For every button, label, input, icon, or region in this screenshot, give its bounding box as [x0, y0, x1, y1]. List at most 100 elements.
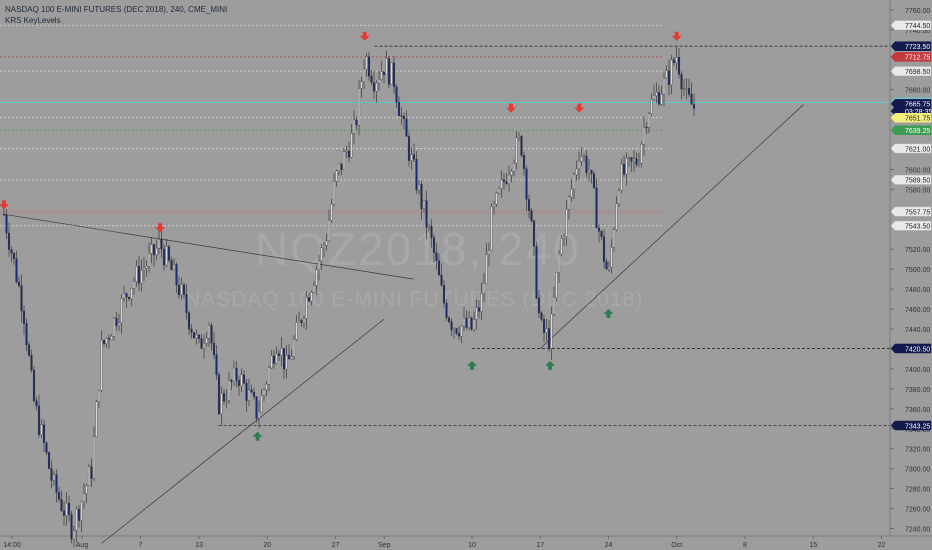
x-tick-label: 8 — [743, 542, 747, 549]
candle-body — [427, 225, 431, 228]
candle-body — [445, 302, 448, 318]
price-badge: 7557.75 — [890, 206, 932, 217]
candle-body — [410, 154, 413, 161]
candle-body — [7, 232, 11, 250]
candle-body — [315, 269, 318, 286]
candle-body — [447, 317, 451, 322]
candle-body — [65, 502, 68, 516]
candle-body — [157, 239, 161, 249]
x-tick-label: Oct — [671, 542, 682, 549]
price-badge: 7589.50 — [890, 175, 932, 185]
price-badge-label: 03:28:35 — [905, 109, 932, 116]
candle-body — [607, 266, 611, 270]
candle-body — [370, 76, 373, 83]
candle-body — [430, 225, 433, 238]
candle-body — [32, 369, 36, 402]
price-badge: 7723.50 — [890, 41, 932, 51]
candle-body — [160, 239, 163, 250]
candle-body — [237, 380, 241, 386]
candle-body — [475, 307, 478, 320]
price-badge-box — [890, 206, 932, 217]
candle-body — [342, 151, 346, 170]
candle-body — [227, 380, 231, 401]
x-tick-label: 27 — [332, 542, 340, 549]
indicator-name[interactable]: KRS KeyLevels — [5, 16, 61, 25]
candle-body — [340, 163, 343, 170]
candle-body — [667, 70, 671, 85]
candle-body — [212, 342, 216, 355]
chart-legend: NASDAQ 100 E-MINI FUTURES (DEC 2018), 24… — [5, 4, 227, 26]
candle-body — [570, 188, 573, 198]
candle-body — [292, 339, 296, 357]
candle-body — [582, 155, 586, 157]
y-tick-label: 7400.00 — [905, 367, 930, 374]
candle-body — [25, 323, 28, 345]
price-badge-box — [890, 221, 932, 231]
candle-body — [465, 317, 468, 328]
candle-body — [507, 174, 511, 184]
x-tick-label: 15 — [809, 542, 817, 549]
down-arrow-marker — [506, 103, 516, 113]
candle-body — [80, 501, 83, 521]
candle-body — [200, 338, 203, 349]
candle-body — [52, 474, 56, 481]
y-tick-label: 7760.00 — [905, 8, 930, 15]
candle-body — [182, 284, 186, 295]
candle-body — [612, 229, 616, 248]
price-badge: 7621.00 — [890, 143, 932, 153]
candle-body — [495, 192, 498, 205]
candle-body — [685, 88, 688, 90]
price-badge: 7343.25 — [890, 420, 932, 430]
candle-body — [622, 163, 626, 175]
candle-body — [10, 249, 13, 254]
candle-body — [207, 325, 211, 339]
candle-body — [505, 181, 508, 184]
candle-body — [87, 466, 91, 486]
candle-body — [665, 70, 668, 79]
candle-body — [202, 343, 206, 349]
candle-body — [347, 151, 351, 158]
candle-body — [450, 321, 453, 331]
y-tick-label: 7740.00 — [905, 28, 930, 35]
candle-body — [510, 171, 513, 176]
trendline — [101, 318, 385, 544]
y-tick-label: 7520.00 — [905, 247, 930, 254]
candle-body — [587, 170, 591, 173]
candle-body — [285, 355, 288, 370]
price-badge-box — [890, 125, 932, 135]
candle-body — [152, 244, 156, 256]
candle-body — [117, 322, 121, 326]
candle-body — [615, 203, 618, 230]
candle-body — [95, 401, 98, 438]
candle-body — [552, 297, 556, 315]
candle-body — [610, 247, 613, 268]
candle-body — [250, 389, 253, 393]
candle-body — [267, 367, 271, 385]
price-badge-box — [890, 41, 932, 51]
candle-body — [655, 92, 658, 97]
candle-body — [365, 56, 368, 70]
candle-body — [455, 328, 458, 334]
candle-body — [565, 209, 568, 237]
candle-body — [312, 285, 316, 293]
candle-body — [367, 56, 371, 77]
candle-body — [82, 493, 86, 502]
candle-body — [205, 337, 208, 344]
candle-body — [435, 252, 438, 261]
y-tick-label: 7440.00 — [905, 327, 930, 334]
candle-body — [217, 374, 221, 414]
candle-body — [360, 81, 363, 89]
candle-body — [317, 260, 321, 271]
symbol-title[interactable]: NASDAQ 100 E-MINI FUTURES (DEC 2018), 24… — [5, 5, 228, 14]
candle-body — [412, 154, 416, 160]
candle-body — [530, 210, 533, 221]
candle-body — [392, 62, 396, 87]
candle-body — [195, 334, 198, 339]
trendline — [540, 104, 804, 349]
candle-body — [372, 82, 376, 92]
candle-body — [532, 220, 536, 247]
price-badge-label: 7651.75 — [905, 116, 930, 123]
down-arrow-marker — [0, 200, 9, 210]
candle-body — [472, 319, 476, 330]
